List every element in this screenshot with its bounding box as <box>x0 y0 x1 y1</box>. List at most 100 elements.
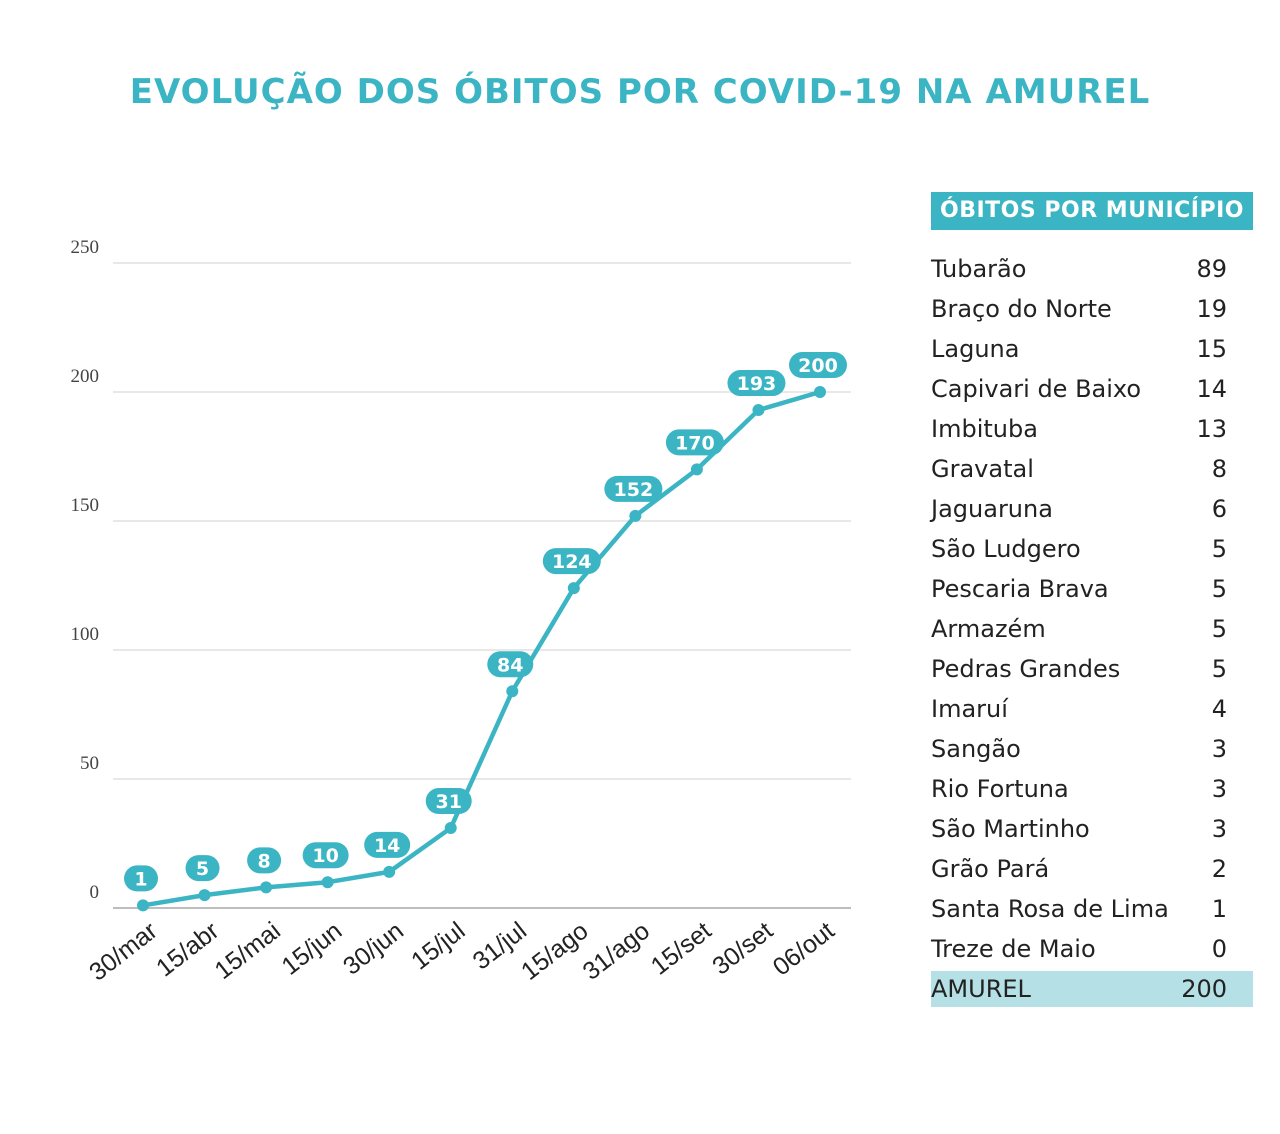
table-row: Imbituba 13 <box>931 409 1253 449</box>
x-tick-label: 30/mar <box>84 917 163 987</box>
y-tick-label: 100 <box>71 624 100 645</box>
data-label-bg <box>727 370 786 397</box>
total-row: AMUREL 200 <box>931 971 1253 1007</box>
y-tick-label: 250 <box>71 237 100 258</box>
page-title: EVOLUÇÃO DOS ÓBITOS POR COVID-19 NA AMUR… <box>129 72 1151 112</box>
data-label: 10 <box>312 845 338 867</box>
municipality-name: Grão Pará <box>931 855 1050 883</box>
data-point <box>137 899 149 912</box>
death-count: 4 <box>1211 695 1227 723</box>
table-header: ÓBITOS POR MUNICÍPIO <box>931 192 1253 230</box>
data-point <box>383 865 396 878</box>
data-label-bg <box>542 548 601 575</box>
table-row: Pescaria Brava 5 <box>931 569 1253 609</box>
municipality-name: São Ludgero <box>931 535 1081 563</box>
table-row: Braço do Norte 19 <box>931 289 1253 329</box>
data-label-bg <box>302 842 349 869</box>
table-row: Tubarão 89 <box>931 249 1253 289</box>
data-point <box>198 889 211 902</box>
data-point <box>814 386 826 398</box>
x-tick-label: 30/set <box>707 917 778 981</box>
municipality-name: Armazém <box>931 615 1046 643</box>
data-label-bg <box>604 475 663 502</box>
municipality-name: Rio Fortuna <box>931 775 1069 803</box>
municipality-name: AMUREL <box>931 975 1031 1003</box>
death-count: 3 <box>1211 815 1227 843</box>
death-count: 14 <box>1196 375 1227 403</box>
data-label-bg <box>185 855 220 882</box>
death-count: 15 <box>1196 335 1227 363</box>
death-count: 5 <box>1211 575 1227 603</box>
table-row: Laguna 15 <box>931 329 1253 369</box>
table-row: Armazém 5 <box>931 609 1253 649</box>
data-point <box>629 509 642 522</box>
x-tick-label: 30/jun <box>338 917 409 981</box>
x-tick-label: 31/ago <box>578 917 655 986</box>
series-line <box>140 389 823 908</box>
data-point <box>690 463 703 476</box>
death-count: 89 <box>1196 255 1227 283</box>
data-label: 193 <box>737 373 777 395</box>
municipality-name: Braço do Norte <box>931 295 1112 323</box>
data-label: 124 <box>552 551 592 573</box>
table-row: Gravatal 8 <box>931 449 1253 489</box>
death-count: 2 <box>1211 855 1227 883</box>
y-tick-label: 50 <box>80 753 99 774</box>
deaths-line-chart: 05010015020025030/mar15/abr15/mai15/jun3… <box>71 237 851 987</box>
table-row: Capivari de Baixo 14 <box>931 369 1253 409</box>
data-point <box>567 582 580 595</box>
death-count: 0 <box>1211 935 1227 963</box>
data-label: 5 <box>196 858 209 880</box>
data-point <box>444 822 457 835</box>
data-point <box>752 404 765 417</box>
x-tick-label: 15/mai <box>209 917 285 985</box>
municipality-name: Imbituba <box>931 415 1038 443</box>
data-label-bg <box>789 352 847 378</box>
municipality-name: São Martinho <box>931 815 1090 843</box>
data-label: 84 <box>497 654 523 676</box>
data-label-bg <box>247 847 282 874</box>
death-count: 5 <box>1211 615 1227 643</box>
table-row: Treze de Maio 0 <box>931 929 1253 969</box>
table-row: Pedras Grandes 5 <box>931 649 1253 689</box>
data-label: 200 <box>798 355 838 377</box>
data-label: 14 <box>374 835 400 857</box>
table-row: Jaguaruna 6 <box>931 489 1253 529</box>
data-label-bg <box>124 865 158 892</box>
table-row: São Ludgero 5 <box>931 529 1253 569</box>
x-tick-label: 15/abr <box>151 917 224 983</box>
data-label-bg <box>665 429 724 456</box>
data-label-bg <box>364 831 411 858</box>
data-label-bg <box>425 788 472 815</box>
data-label: 170 <box>675 432 715 454</box>
death-count: 200 <box>1181 975 1227 1003</box>
table-row: São Martinho 3 <box>931 809 1253 849</box>
death-count: 3 <box>1211 775 1227 803</box>
table-row: Grão Pará 2 <box>931 849 1253 889</box>
municipality-name: Laguna <box>931 335 1020 363</box>
death-count: 1 <box>1211 895 1227 923</box>
death-count: 19 <box>1196 295 1227 323</box>
municipality-name: Capivari de Baixo <box>931 375 1142 403</box>
data-point <box>506 685 519 698</box>
table-row: Sangão 3 <box>931 729 1253 769</box>
municipality-table: Tubarão 89 Braço do Norte 19 Laguna 15 Capivar… <box>931 249 1253 1007</box>
municipality-name: Imaruí <box>931 695 1008 723</box>
death-count: 5 <box>1211 655 1227 683</box>
death-count: 6 <box>1211 495 1227 523</box>
data-label: 1 <box>134 868 147 890</box>
y-tick-label: 150 <box>71 495 100 516</box>
data-label: 152 <box>614 479 654 501</box>
x-tick-label: 15/set <box>646 917 717 981</box>
death-count: 8 <box>1211 455 1227 483</box>
data-point <box>321 876 334 889</box>
x-tick-label: 15/ago <box>516 917 593 986</box>
y-tick-label: 200 <box>71 366 100 387</box>
y-tick-label: 0 <box>90 882 100 903</box>
data-label: 8 <box>257 850 270 872</box>
table-row: Rio Fortuna 3 <box>931 769 1253 809</box>
municipality-name: Gravatal <box>931 455 1034 483</box>
data-label: 31 <box>436 791 462 813</box>
municipality-name: Jaguaruna <box>931 495 1053 523</box>
table-row: Santa Rosa de Lima 1 <box>931 889 1253 929</box>
